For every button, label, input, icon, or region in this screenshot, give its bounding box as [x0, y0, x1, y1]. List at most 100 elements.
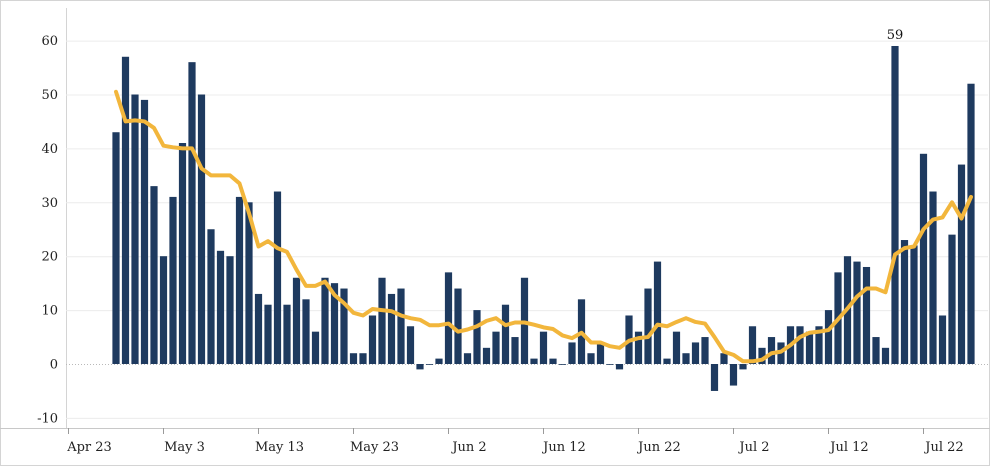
bar: [264, 304, 272, 364]
bar: [330, 283, 339, 364]
bar: [511, 337, 519, 364]
bar: [653, 261, 662, 364]
y-tick-label: 60: [41, 34, 58, 49]
bar: [406, 326, 415, 364]
bar: [311, 331, 320, 364]
bar: [805, 331, 814, 364]
bar: [235, 196, 244, 364]
bar: [397, 288, 405, 364]
bar: [340, 288, 348, 364]
bar: [435, 358, 443, 364]
bar: [492, 331, 500, 364]
bar: [558, 364, 567, 365]
bar: [900, 240, 909, 364]
bar: [169, 196, 177, 364]
bar: [378, 277, 386, 364]
x-tick-label: Apr 23: [66, 440, 112, 455]
bar: [349, 353, 358, 364]
average-line: [114, 89, 973, 364]
x-tick-label: Jul 2: [737, 440, 769, 455]
bar: [739, 364, 747, 370]
bar: [615, 364, 624, 370]
bar: [188, 62, 196, 364]
bar: [853, 261, 861, 364]
bar: [302, 299, 310, 364]
y-tick-label: 10: [41, 304, 58, 319]
bar: [748, 326, 757, 364]
bar: [482, 347, 491, 364]
bar: [967, 83, 975, 364]
bar: [729, 364, 738, 386]
average-line-series: [114, 89, 973, 364]
bar: [672, 331, 681, 364]
x-tick-label: Jul 22: [923, 440, 963, 455]
bar: [568, 342, 576, 364]
bar: [473, 310, 481, 364]
bar: [359, 353, 367, 364]
y-tick-label: -10: [37, 411, 58, 426]
bar: [862, 266, 871, 364]
data-label: 59: [887, 28, 904, 43]
bar-series: [112, 45, 975, 391]
bar: [131, 94, 139, 364]
bar: [549, 358, 557, 364]
bar: [919, 153, 928, 364]
bar: [596, 342, 605, 364]
bar: [606, 364, 614, 365]
bar: [720, 353, 728, 364]
bar: [938, 315, 947, 364]
y-tick-label: 30: [41, 196, 58, 211]
bar: [530, 358, 538, 364]
bar: [178, 143, 187, 364]
x-tick-label: May 3: [164, 440, 205, 455]
bar: [292, 277, 301, 364]
x-tick-label: Jun 2: [450, 440, 486, 455]
bar: [197, 94, 206, 364]
bar: [957, 164, 966, 364]
bar: [872, 337, 880, 364]
bar: [254, 293, 263, 364]
y-axis-ticks: -10 0 10 20 30 40 50 60: [37, 34, 58, 426]
bar: [881, 347, 890, 364]
x-tick-label: May 23: [350, 440, 399, 455]
bar: [539, 331, 548, 364]
bar: [283, 304, 291, 364]
bar: [454, 288, 462, 364]
bar: [587, 353, 595, 364]
bar: [758, 347, 766, 364]
bar: [368, 315, 377, 364]
bar: [948, 234, 956, 364]
bar: [691, 342, 700, 364]
bar: [796, 326, 804, 364]
bar: [140, 99, 149, 364]
bar: [701, 337, 709, 364]
bar: [121, 56, 130, 365]
x-tick-label: Jul 12: [828, 440, 868, 455]
bar: [273, 191, 282, 364]
x-tick-label: Jun 22: [636, 440, 681, 455]
y-tick-label: 40: [41, 142, 58, 157]
x-axis-ticks: Apr 23 May 3 May 13 May 23 Jun 2 Jun 12 Jun 22…: [66, 428, 964, 455]
bar: [416, 364, 424, 370]
y-tick-label: 50: [41, 88, 58, 103]
bar: [501, 304, 510, 364]
bar: [710, 364, 719, 391]
bar: [463, 353, 472, 364]
bar: [891, 45, 899, 365]
bar: [634, 331, 643, 364]
bar: [159, 256, 168, 364]
y-tick-label: 0: [50, 358, 58, 373]
bar: [112, 132, 120, 364]
bar: [425, 364, 434, 365]
data-labels: 59: [887, 28, 904, 43]
bar: [767, 337, 776, 364]
bar: [245, 202, 253, 364]
bar: [150, 186, 158, 364]
bar: [824, 310, 833, 364]
bar: [216, 250, 225, 364]
bar: [815, 326, 823, 364]
bar: [644, 288, 652, 364]
bar: [321, 277, 329, 364]
